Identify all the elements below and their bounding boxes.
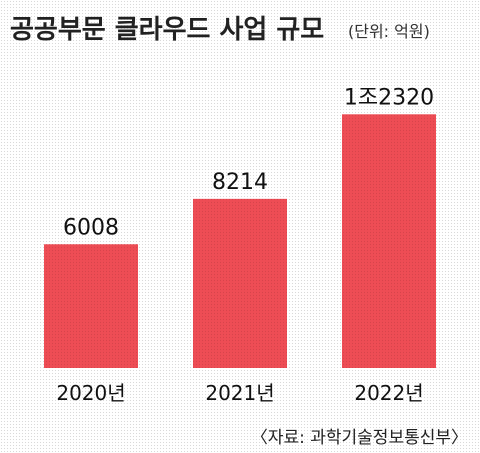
category-label-2: 2022년 (354, 381, 423, 405)
bar-texture-1 (193, 198, 287, 368)
value-label-1: 8214 (212, 170, 268, 195)
source-note: 〈자료: 과학기술정보통신부〉 (251, 428, 468, 448)
chart-title: 공공부문 클라우드 사업 규모 (10, 15, 324, 45)
value-label-2: 1조2320 (344, 85, 434, 110)
value-label-0: 6008 (63, 215, 119, 240)
category-label-1: 2021년 (205, 381, 274, 405)
bars-group: 6008 2020년 8214 2021년 1조2320 2022년 (44, 85, 436, 405)
category-label-0: 2020년 (56, 381, 125, 405)
chart-unit: (단위: 억원) (348, 22, 430, 41)
bar-texture-0 (44, 244, 138, 368)
bar-texture-2 (342, 114, 436, 369)
